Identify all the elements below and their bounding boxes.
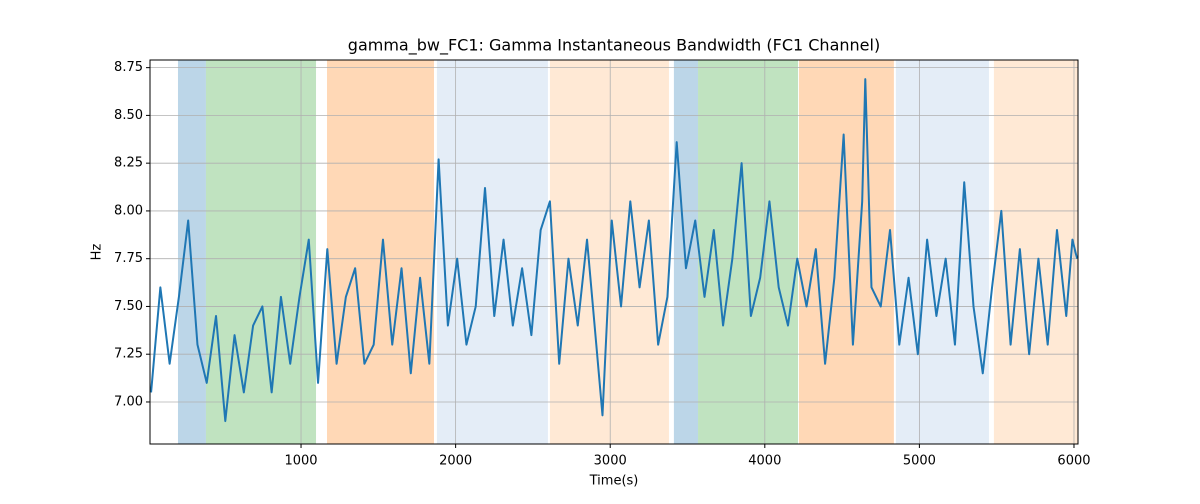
shaded-span [895,60,989,444]
shaded-span [993,60,1078,444]
x-tick-label: 3000 [594,454,627,469]
shaded-span [698,60,799,444]
y-tick-label: 7.75 [114,251,143,266]
y-tick-label: 8.25 [114,156,143,171]
y-tick-label: 8.75 [114,60,143,75]
chart-title: gamma_bw_FC1: Gamma Instantaneous Bandwi… [348,36,880,56]
shaded-span [673,60,699,444]
y-axis-label: Hz [90,244,105,261]
y-tick-label: 7.00 [114,394,143,409]
plot-frame [149,59,1079,445]
y-tick-label: 8.50 [114,108,143,123]
data-line [150,78,1079,423]
shaded-span [205,60,317,444]
y-tick-label: 7.25 [114,347,143,362]
x-tick-label: 6000 [1057,454,1090,469]
y-tick-label: 7.50 [114,299,143,314]
y-tick-label: 8.00 [114,203,143,218]
x-axis-label: Time(s) [589,474,639,489]
x-tick-label: 2000 [439,454,472,469]
x-tick-label: 4000 [748,454,781,469]
shaded-span [177,60,206,444]
x-tick-label: 1000 [284,454,317,469]
shaded-span [327,60,434,444]
x-tick-label: 5000 [903,454,936,469]
shaded-span [436,60,548,444]
shaded-span [798,60,894,444]
